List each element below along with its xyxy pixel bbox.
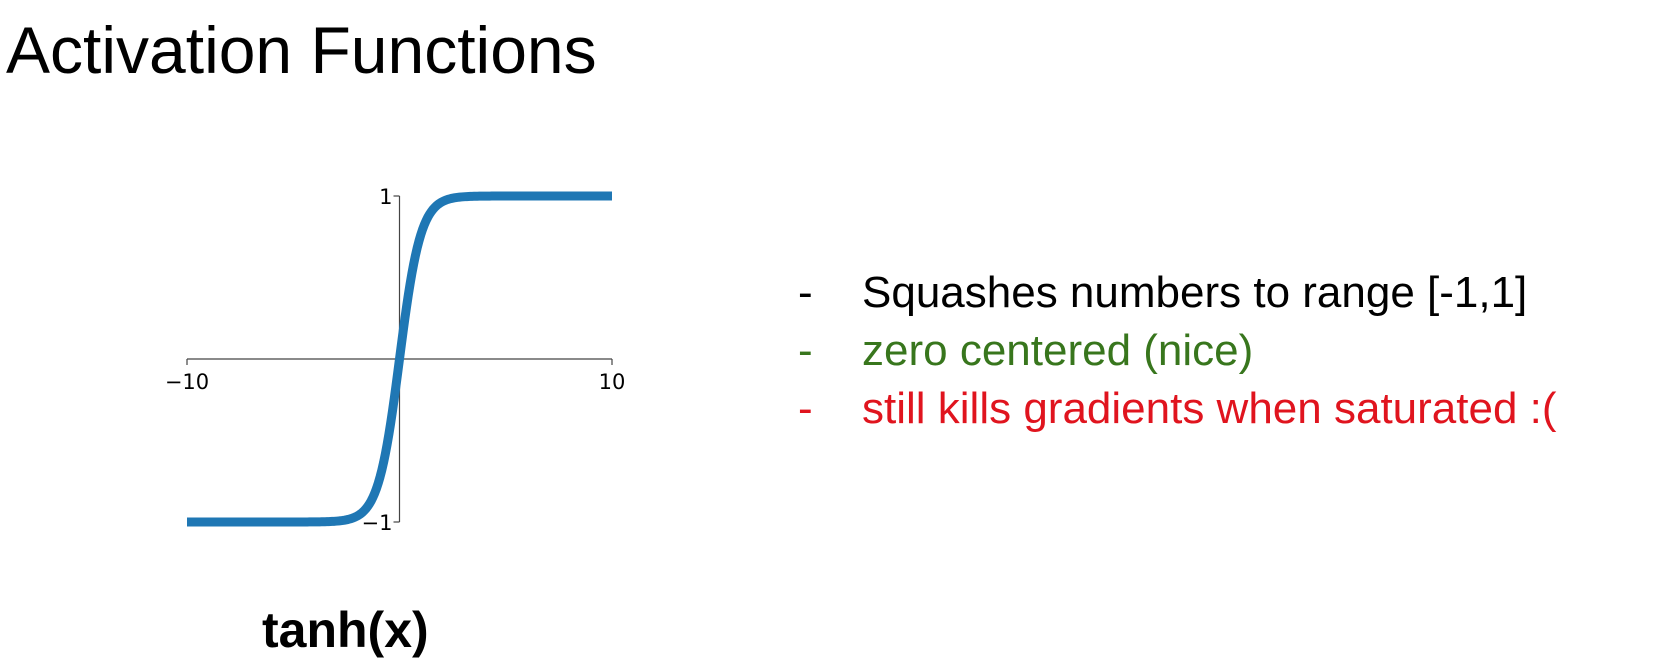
bullet-list: - Squashes numbers to range [-1,1] - zer… — [798, 264, 1557, 438]
bullet-text: Squashes numbers to range [-1,1] — [862, 268, 1528, 317]
bullet-dash: - — [798, 326, 813, 375]
x-tick-label-left: −10 — [165, 370, 209, 394]
bullet-dash: - — [798, 268, 813, 317]
tanh-chart: −10 10 1 −1 — [165, 185, 626, 535]
x-tick-label-right: 10 — [599, 370, 626, 394]
y-tick-label-top: 1 — [379, 185, 392, 209]
bullet-item-saturation: - still kills gradients when saturated :… — [798, 380, 1557, 438]
slide-title: Activation Functions — [6, 13, 597, 87]
bullet-text: zero centered (nice) — [862, 326, 1254, 375]
bullet-item-zero-centered: - zero centered (nice) — [798, 322, 1557, 380]
function-label: tanh(x) — [262, 602, 429, 658]
bullet-text: still kills gradients when saturated :( — [862, 384, 1557, 433]
bullet-item-range: - Squashes numbers to range [-1,1] — [798, 264, 1557, 322]
tanh-curve-line — [184, 191, 615, 527]
bullet-dash: - — [798, 384, 813, 433]
x-axis-group: −10 10 — [165, 358, 626, 394]
y-tick-label-bottom: −1 — [362, 511, 393, 535]
